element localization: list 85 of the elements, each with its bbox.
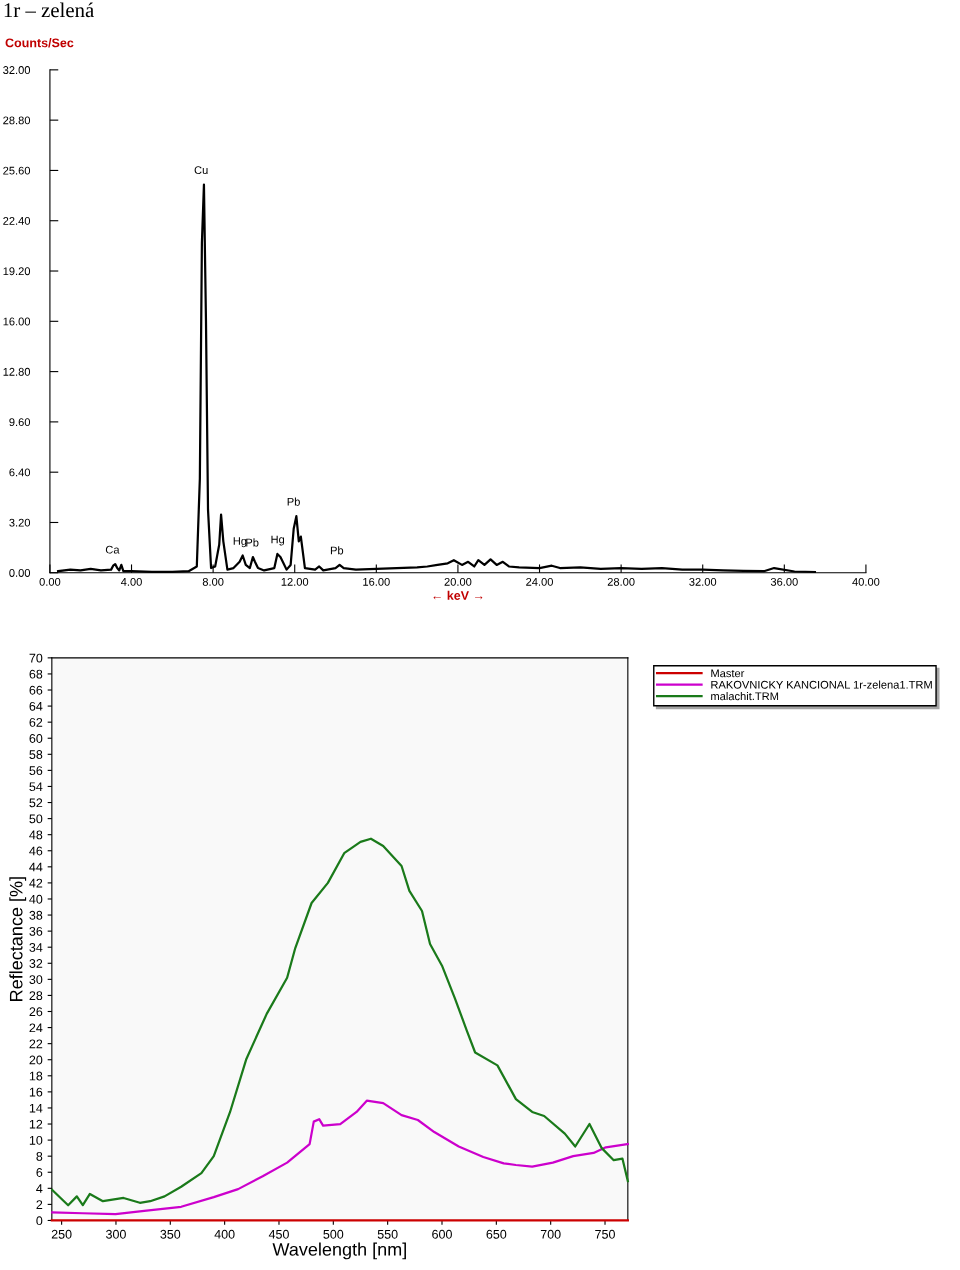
line-series (51, 1099, 629, 1216)
y-tick-label: 44 (29, 862, 43, 872)
x-tick-label: 28.00 (607, 577, 635, 586)
x-tick-label: 36.00 (770, 577, 798, 586)
legend-label: Master (711, 669, 745, 678)
legend-label: RAKOVNICKY KANCIONAL 1r-zelena1.TRM (711, 680, 932, 689)
y-tick-label: 22.40 (3, 216, 31, 225)
y-tick-label: 20 (29, 1055, 43, 1065)
y-tick-label: 6.40 (9, 468, 31, 477)
y-tick-label: 8 (36, 1151, 43, 1161)
annotation: Pb (287, 497, 300, 506)
x-tick-label: 400 (214, 1229, 235, 1239)
y-tick-label: 10 (29, 1135, 43, 1145)
y-tick-label: 14 (29, 1103, 43, 1113)
y-tick-label: 26 (29, 1007, 43, 1017)
y-tick-label: 54 (29, 782, 43, 792)
y-tick-label: 42 (29, 878, 43, 888)
y-tick-label: 2 (36, 1200, 43, 1209)
line-series (51, 837, 629, 1207)
x-tick-label: 250 (51, 1229, 72, 1239)
annotation: Ca (105, 545, 120, 554)
chart-title: 1r – zelená (4, 2, 94, 18)
y-tick-label: 9.60 (9, 418, 31, 427)
y-tick-label: 4 (36, 1184, 43, 1193)
x-tick-label: 600 (432, 1229, 452, 1239)
y-tick-label: 50 (29, 814, 43, 824)
x-tick-label: 4.00 (120, 577, 142, 586)
y-tick-label: 32 (29, 959, 43, 968)
y-tick-label: 12 (29, 1119, 43, 1129)
annotation: Hg (271, 535, 285, 546)
y-tick-label: 16 (29, 1087, 43, 1097)
y-tick-label: 24 (29, 1023, 43, 1033)
y-tick-label: 52 (29, 798, 43, 808)
y-tick-label: 56 (29, 766, 43, 776)
y-tick-label: 28 (29, 991, 43, 1001)
y-tick-label: 25.60 (3, 166, 31, 175)
y-tick-label: 70 (29, 653, 43, 663)
x-tick-label: 20.00 (444, 577, 472, 586)
y-tick-label: 19.20 (3, 267, 31, 276)
y-tick-label: 46 (29, 846, 43, 856)
x-tick-label: 12.00 (281, 577, 309, 586)
annotation: Pb (246, 538, 259, 547)
legend-label: malachit.TRM (711, 692, 779, 701)
y-tick-label: 48 (29, 830, 43, 840)
x-tick-label: 750 (595, 1229, 615, 1239)
x-tick-label: 450 (268, 1229, 289, 1239)
x-tick-label: 16.00 (363, 577, 390, 586)
y-tick-label: 32.00 (3, 66, 31, 74)
y-tick-label: 0.00 (9, 569, 31, 577)
y-tick-label: 40 (29, 894, 43, 904)
x-tick-label: 700 (540, 1229, 561, 1239)
y-tick-label: 60 (29, 734, 43, 743)
y-tick-label: 62 (29, 717, 43, 727)
y-axis-title: Counts/Sec (5, 38, 74, 48)
y-tick-label: 64 (29, 701, 43, 711)
y-tick-label: 30 (29, 975, 43, 984)
y-tick-label: 68 (29, 669, 43, 679)
x-tick-label: 550 (377, 1229, 398, 1239)
y-tick-label: 12.80 (3, 367, 31, 376)
x-tick-label: 650 (486, 1229, 507, 1239)
y-tick-label: 38 (29, 910, 43, 920)
y-tick-label: 34 (29, 943, 43, 952)
y-tick-label: 36 (29, 926, 43, 936)
x-axis-title: ← keV → (433, 590, 483, 600)
x-axis-title: Wavelength [nm] (272, 1242, 406, 1260)
annotation: Pb (330, 546, 344, 555)
x-tick-label: 32.00 (689, 577, 717, 586)
y-tick-label: 3.20 (9, 518, 31, 527)
x-tick-label: 350 (160, 1229, 181, 1239)
y-tick-label: 58 (29, 750, 43, 759)
y-tick-label: 18 (29, 1071, 43, 1081)
y-tick-label: 28.80 (3, 116, 31, 125)
y-tick-label: 16.00 (3, 317, 31, 326)
y-tick-label: 6 (36, 1168, 43, 1177)
y-tick-label: 22 (29, 1039, 43, 1049)
y-tick-label: 0 (36, 1216, 43, 1226)
x-tick-label: 40.00 (852, 577, 880, 586)
x-tick-label: 500 (323, 1229, 344, 1239)
y-tick-label: 66 (29, 685, 43, 695)
x-tick-label: 24.00 (526, 577, 553, 586)
annotation: Cu (194, 166, 208, 175)
annotation: Hg (233, 537, 247, 548)
x-tick-label: 300 (106, 1229, 126, 1239)
x-tick-label: 8.00 (202, 577, 224, 586)
y-axis-title: Reflectance [%] (9, 877, 27, 1001)
